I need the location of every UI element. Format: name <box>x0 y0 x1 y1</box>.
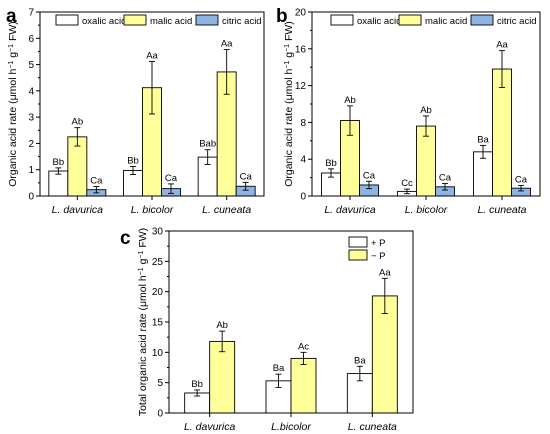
y-tick-label: 20 <box>295 8 307 19</box>
y-tick-label: 3 <box>28 113 34 124</box>
x-category-label: L. bicolor <box>405 204 448 216</box>
y-tick-label: 30 <box>152 227 164 238</box>
y-tick-label: 25 <box>152 257 164 268</box>
legend-label: oxalic acid <box>82 16 126 27</box>
x-category-label: L. cuneata <box>477 204 526 216</box>
significance-label: Ca <box>439 173 452 184</box>
significance-label: Ab <box>72 117 84 128</box>
significance-label: Aa <box>146 50 158 61</box>
y-axis-title: Organic acid rate (μmol h−1 g−1 FW) <box>283 21 295 187</box>
y-tick-label: 6 <box>28 34 34 45</box>
significance-label: Ba <box>354 355 366 366</box>
chart-panel-a: 0 1 2 3 4 5 6 7 L. davurica Bb Ab Ca L. bicolor Bb Aa C… <box>7 8 265 216</box>
significance-label: Bab <box>199 139 216 150</box>
y-tick-label: 5 <box>28 60 34 71</box>
y-tick-label: 16 <box>295 44 307 55</box>
panel-letter-c: c <box>120 228 131 249</box>
x-category-label: L. davurica <box>324 204 376 216</box>
y-tick-label: 5 <box>157 378 163 389</box>
significance-label: Bb <box>127 156 139 167</box>
bar <box>492 68 512 197</box>
legend-swatch <box>348 249 368 261</box>
legend-swatch <box>348 236 368 248</box>
legend-label: malic acid <box>150 16 192 27</box>
y-tick-label: 8 <box>300 118 306 129</box>
legend-swatch <box>195 14 219 26</box>
y-axis-title: Organic acid rate (μmol h−1 g−1 FW) <box>7 21 19 187</box>
significance-label: Ac <box>298 341 309 352</box>
y-tick-label: 4 <box>28 86 34 97</box>
panel-letter-b: b <box>276 6 288 27</box>
significance-label: Ab <box>216 320 228 331</box>
legend-label: oxalic acid <box>357 16 401 27</box>
x-category-label: L. cuneata <box>202 204 251 216</box>
y-tick-label: 2 <box>28 139 34 150</box>
plot-frame <box>311 11 541 197</box>
y-tick-label: 10 <box>152 348 164 359</box>
legend-label: malic acid <box>425 16 467 27</box>
chart-panel-c: 0 5 10 15 20 25 30 L. davurica Bb Ab L.bicolor Ba Ac… <box>137 227 414 433</box>
bar <box>48 170 69 197</box>
x-category-label: L. davurica <box>52 204 104 216</box>
bar <box>371 295 398 414</box>
legend-swatch <box>398 14 422 26</box>
legend-label: citric acid <box>497 16 537 27</box>
x-category-label: L.bicolor <box>271 421 311 433</box>
y-tick-label: 0 <box>157 409 163 420</box>
legend-label: − P <box>371 251 386 262</box>
y-tick-label: 15 <box>152 318 164 329</box>
significance-label: Ba <box>273 363 285 374</box>
legend-swatch <box>330 14 354 26</box>
significance-label: Bb <box>191 379 203 390</box>
significance-label: Cc <box>401 178 413 189</box>
legend-swatch <box>123 14 147 26</box>
y-axis-title: Total organic acid rate (μmol h−1 g−1 FW… <box>137 228 149 416</box>
significance-label: Ca <box>515 174 528 185</box>
significance-label: Ca <box>240 171 253 182</box>
x-category-label: L. bicolor <box>131 204 174 216</box>
significance-label: Ca <box>363 170 376 181</box>
plot-frame <box>39 11 265 197</box>
legend-swatch <box>470 14 494 26</box>
significance-label: Ab <box>344 95 356 106</box>
y-tick-label: 1 <box>28 165 34 176</box>
significance-label: Aa <box>496 40 508 51</box>
significance-label: Ca <box>165 173 178 184</box>
y-tick-label: 4 <box>300 155 306 166</box>
bar <box>209 340 236 414</box>
y-tick-label: 20 <box>152 287 164 298</box>
y-tick-label: 7 <box>28 8 34 19</box>
significance-label: Bb <box>53 157 65 168</box>
significance-label: Bb <box>325 158 337 169</box>
significance-label: Ca <box>90 176 103 187</box>
chart-panel-b: 0 4 8 12 16 20 L. davurica Bb Ab Ca L. bicolor Cc Ab… <box>283 8 541 216</box>
significance-label: Ba <box>477 134 489 145</box>
significance-label: Aa <box>221 39 233 50</box>
legend-label: citric acid <box>222 16 262 27</box>
plot-frame <box>168 230 414 414</box>
y-tick-label: 12 <box>295 81 307 92</box>
x-category-label: L. davurica <box>184 421 236 433</box>
y-tick-label: 0 <box>300 192 306 203</box>
legend-swatch <box>55 14 79 26</box>
panel-letter-a: a <box>6 6 17 27</box>
significance-label: Aa <box>379 267 391 278</box>
y-tick-label: 0 <box>28 192 34 203</box>
bar <box>290 357 317 414</box>
legend-label: + P <box>371 238 386 249</box>
x-category-label: L. cuneata <box>348 421 397 433</box>
significance-label: Ab <box>420 105 432 116</box>
